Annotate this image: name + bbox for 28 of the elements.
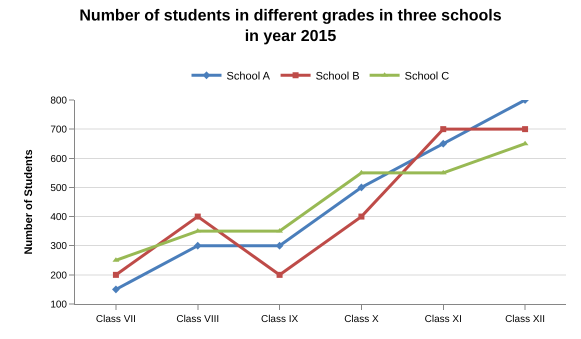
point xyxy=(112,272,119,278)
x-tick-label: Class XII xyxy=(505,314,546,325)
point xyxy=(194,214,201,220)
point xyxy=(276,272,283,278)
y-tick-label: 800 xyxy=(50,96,68,106)
point xyxy=(522,126,528,132)
point xyxy=(440,126,446,132)
x-tick-label: Class VIII xyxy=(176,314,220,325)
y-tick-label: 500 xyxy=(50,182,68,194)
legend-label: School B xyxy=(316,70,360,83)
point xyxy=(358,214,364,220)
x-tick-label: Class VII xyxy=(96,314,136,325)
x-tick-label: Class IX xyxy=(260,314,299,325)
point xyxy=(439,140,448,148)
point xyxy=(358,184,366,192)
x-tick-label: Class XI xyxy=(424,314,462,325)
legend-label: School A xyxy=(226,70,271,83)
chart-title: Number of students in different grades in three schools in year 2015 xyxy=(79,7,502,46)
y-tick-label: 700 xyxy=(50,124,68,136)
y-tick-label: 300 xyxy=(50,241,68,252)
y-tick-label: 400 xyxy=(50,212,68,224)
y-axis-title: Number of Students xyxy=(22,149,35,255)
y-tick-label: 600 xyxy=(50,154,68,165)
point xyxy=(112,286,120,294)
legend-label: School C xyxy=(404,70,450,83)
y-tick-label: 100 xyxy=(50,300,68,310)
y-tick-label: 200 xyxy=(50,270,68,282)
x-tick-label: Class X xyxy=(344,314,379,325)
